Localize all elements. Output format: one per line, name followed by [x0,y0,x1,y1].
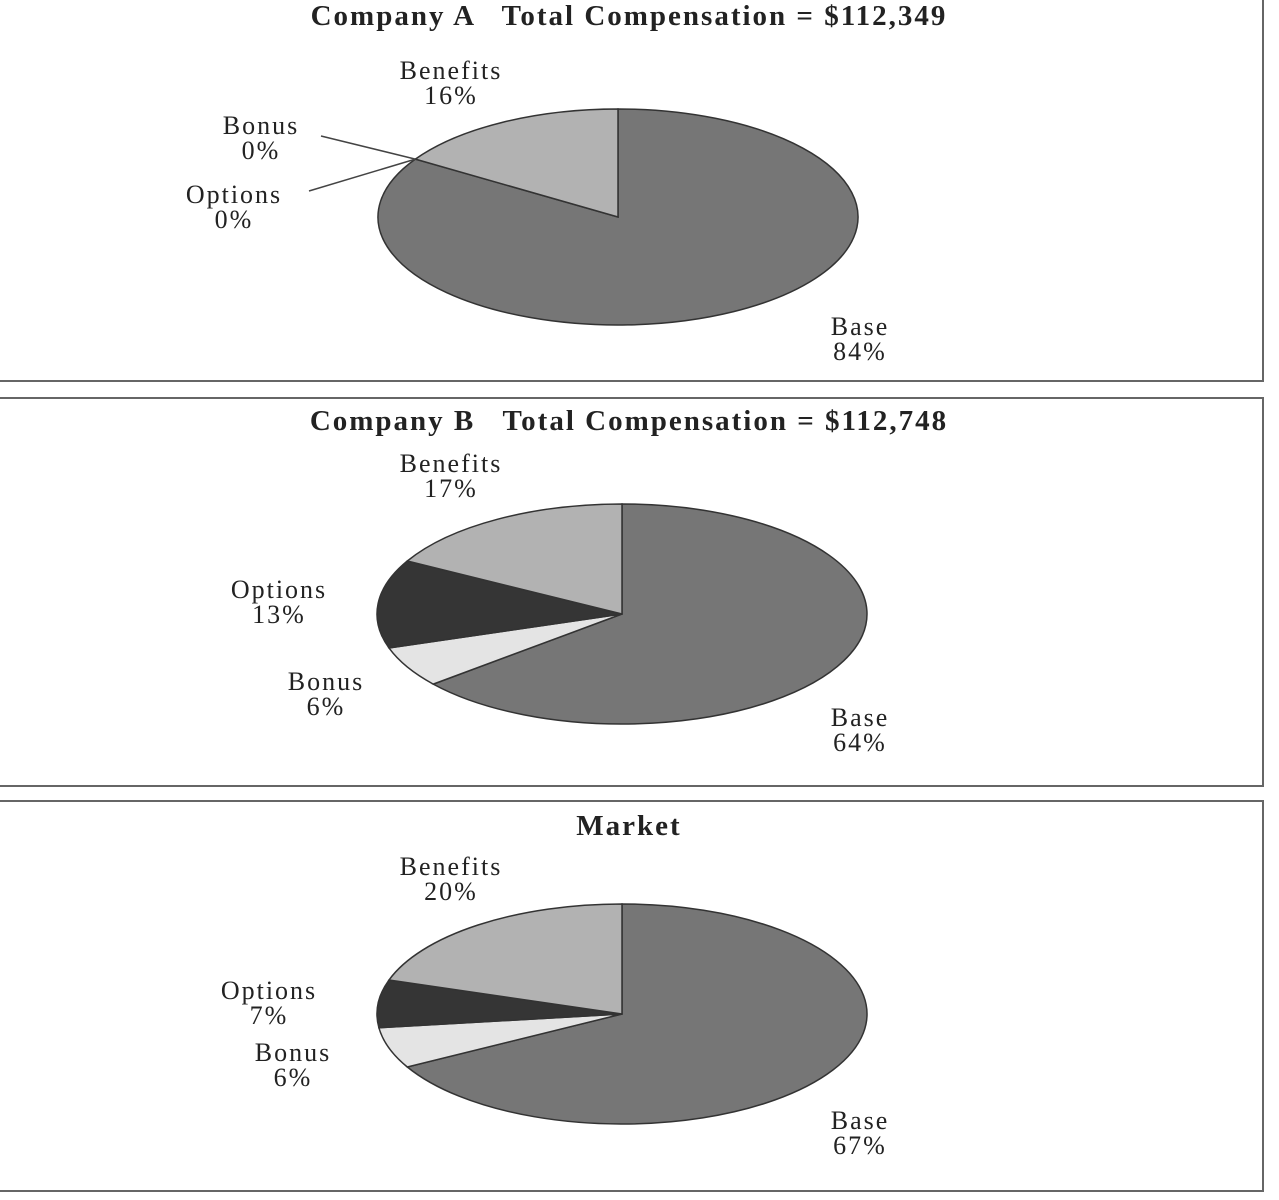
label-options: Options 13% [230,575,328,629]
label-base: Base 64% [830,703,890,757]
chart-title: Company A Total Compensation = $112,349 [310,0,948,32]
chart-panel-company-a: Company A Total Compensation = $112,349 … [0,0,1264,382]
pie-slice-benefits [413,108,619,218]
pie-slice-options [376,560,623,649]
label-base: Base 67% [830,1106,890,1160]
pie-slice-benefits [387,903,623,1015]
label-bonus: Bonus 6% [287,667,365,721]
pie-chart-company-b [376,503,868,725]
label-bonus: Bonus 0% [222,111,300,165]
pie-chart-market [376,903,868,1125]
label-bonus: Bonus 6% [254,1038,332,1092]
chart-panel-market: Market Benefits 20% Options 7% Bonus 6% Bas… [0,800,1264,1192]
pie-slice-base [431,503,868,725]
chart-title: Market [576,810,682,842]
pie-chart-company-a [308,108,859,326]
label-options: Options 0% [185,180,283,234]
chart-title: Company B Total Compensation = $112,748 [309,405,949,437]
pie-slice-options [376,979,623,1029]
label-benefits: Benefits 17% [399,449,503,503]
label-benefits: Benefits 16% [399,56,503,110]
chart-panel-company-b: Company B Total Compensation = $112,748 … [0,397,1264,787]
leader-line-options [308,158,416,192]
pie-slice-benefits [405,503,623,615]
label-options: Options 7% [220,976,318,1030]
label-benefits: Benefits 20% [399,852,503,906]
pie-slice-base [405,903,868,1125]
leader-line-bonus [320,135,416,160]
label-base: Base 84% [830,312,890,366]
